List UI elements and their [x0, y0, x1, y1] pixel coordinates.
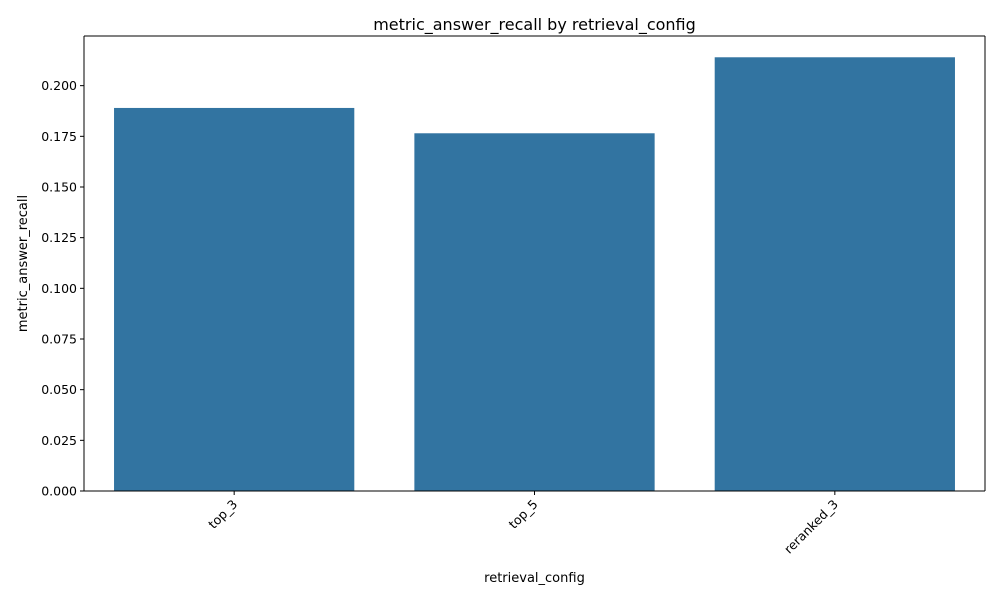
- bar-top_5: [414, 133, 655, 491]
- y-axis: 0.000 0.025 0.050 0.075 0.100 0.125 0.150 0.175…: [41, 78, 84, 499]
- bar-reranked_3: [714, 57, 955, 491]
- y-tick-label: 0.075: [41, 331, 77, 346]
- bar-top_3: [114, 107, 355, 491]
- y-tick-label: 0.100: [41, 281, 77, 296]
- y-tick-label: 0.025: [41, 433, 77, 448]
- y-tick-label: 0.175: [41, 129, 77, 144]
- y-tick-label: 0.150: [41, 179, 77, 194]
- y-tick-label: 0.000: [41, 484, 77, 499]
- y-tick-label: 0.200: [41, 78, 77, 93]
- y-axis-label: metric_answer_recall: [16, 195, 31, 332]
- x-axis-label: retrieval_config: [484, 571, 585, 586]
- y-tick-label: 0.050: [41, 382, 77, 397]
- bars-group: [114, 57, 955, 491]
- chart-title: metric_answer_recall by retrieval_config: [373, 15, 696, 35]
- y-tick-label: 0.125: [41, 230, 77, 245]
